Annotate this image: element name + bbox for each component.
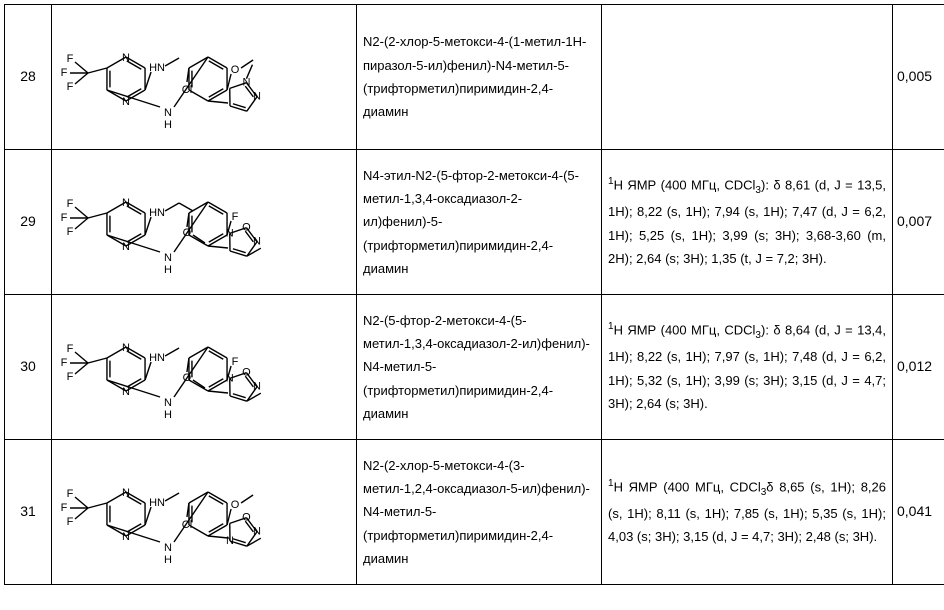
svg-text:Cl: Cl xyxy=(182,519,192,531)
table-row: 29FFFNNHNNHFOONNN4-этил-N2-(5-фтор-2-мет… xyxy=(5,150,944,295)
value: 0,041 xyxy=(893,440,944,585)
svg-text:F: F xyxy=(67,516,74,528)
svg-text:N: N xyxy=(226,535,234,547)
svg-text:N: N xyxy=(226,227,234,239)
svg-text:H: H xyxy=(164,409,172,421)
svg-text:F: F xyxy=(67,53,74,65)
svg-text:O: O xyxy=(183,372,192,384)
chemical-structure-28: FFFNNHNNHOClNN xyxy=(52,5,357,150)
svg-text:N: N xyxy=(253,91,261,103)
table-body: 28FFFNNHNNHOClNNN2-(2-хлор-5-метокси-4-(… xyxy=(5,5,944,585)
svg-text:F: F xyxy=(61,212,68,224)
svg-text:F: F xyxy=(232,356,239,368)
compound-name: N2-(2-хлор-5-метокси-4-(3-метил-1,2,4-ок… xyxy=(357,440,602,585)
svg-text:O: O xyxy=(242,222,251,234)
row-index: 30 xyxy=(5,295,52,440)
nmr-data: 1Н ЯМР (400 МГц, CDCl3δ 8,65 (s, 1H); 8,… xyxy=(602,440,893,585)
svg-text:N: N xyxy=(164,107,172,119)
svg-text:H: H xyxy=(164,554,172,566)
svg-text:F: F xyxy=(61,67,68,79)
row-index: 28 xyxy=(5,5,52,150)
svg-text:N: N xyxy=(226,372,234,384)
svg-text:F: F xyxy=(67,343,74,355)
value: 0,007 xyxy=(893,150,944,295)
svg-text:F: F xyxy=(67,488,74,500)
svg-text:N: N xyxy=(164,397,172,409)
chemical-structure-30: FFFNNHNNHFOONN xyxy=(52,295,357,440)
svg-text:F: F xyxy=(61,502,68,514)
svg-text:F: F xyxy=(67,198,74,210)
svg-text:O: O xyxy=(231,64,240,76)
row-index: 29 xyxy=(5,150,52,295)
svg-text:Cl: Cl xyxy=(182,84,192,96)
svg-text:HN: HN xyxy=(149,62,165,74)
svg-text:N: N xyxy=(253,381,261,393)
svg-text:O: O xyxy=(242,367,251,379)
svg-text:F: F xyxy=(67,81,74,93)
row-index: 31 xyxy=(5,440,52,585)
svg-text:H: H xyxy=(164,264,172,276)
compound-name: N4-этил-N2-(5-фтор-2-метокси-4-(5-метил-… xyxy=(357,150,602,295)
svg-text:HN: HN xyxy=(149,497,165,509)
nmr-data: 1Н ЯМР (400 МГц, CDCl3): δ 8,64 (d, J = … xyxy=(602,295,893,440)
svg-text:N: N xyxy=(122,197,130,209)
nmr-data: 1Н ЯМР (400 МГц, CDCl3): δ 8,61 (d, J = … xyxy=(602,150,893,295)
svg-text:N: N xyxy=(253,236,261,248)
svg-text:HN: HN xyxy=(149,352,165,364)
svg-text:N: N xyxy=(164,252,172,264)
svg-text:N: N xyxy=(122,52,130,64)
compound-name: N2-(2-хлор-5-метокси-4-(1-метил-1H-пираз… xyxy=(357,5,602,150)
svg-text:F: F xyxy=(67,226,74,238)
svg-text:O: O xyxy=(231,499,240,511)
svg-text:HN: HN xyxy=(149,207,165,219)
value: 0,012 xyxy=(893,295,944,440)
svg-text:F: F xyxy=(61,357,68,369)
svg-text:N: N xyxy=(164,542,172,554)
compound-name: N2-(5-фтор-2-метокси-4-(5-метил-1,3,4-ок… xyxy=(357,295,602,440)
chemical-structure-31: FFFNNHNNHOClONN xyxy=(52,440,357,585)
table-row: 30FFFNNHNNHFOONNN2-(5-фтор-2-метокси-4-(… xyxy=(5,295,944,440)
svg-text:F: F xyxy=(232,211,239,223)
compound-table-page: 28FFFNNHNNHOClNNN2-(2-хлор-5-метокси-4-(… xyxy=(0,0,944,589)
compound-table: 28FFFNNHNNHOClNNN2-(2-хлор-5-метокси-4-(… xyxy=(4,4,944,585)
svg-text:N: N xyxy=(253,526,261,538)
svg-text:O: O xyxy=(242,512,251,524)
svg-text:H: H xyxy=(164,119,172,131)
svg-text:N: N xyxy=(122,342,130,354)
nmr-data xyxy=(602,5,893,150)
chemical-structure-29: FFFNNHNNHFOONN xyxy=(52,150,357,295)
table-row: 28FFFNNHNNHOClNNN2-(2-хлор-5-метокси-4-(… xyxy=(5,5,944,150)
svg-text:O: O xyxy=(183,227,192,239)
table-row: 31FFFNNHNNHOClONNN2-(2-хлор-5-метокси-4-… xyxy=(5,440,944,585)
svg-text:F: F xyxy=(67,371,74,383)
svg-text:N: N xyxy=(122,487,130,499)
value: 0,005 xyxy=(893,5,944,150)
